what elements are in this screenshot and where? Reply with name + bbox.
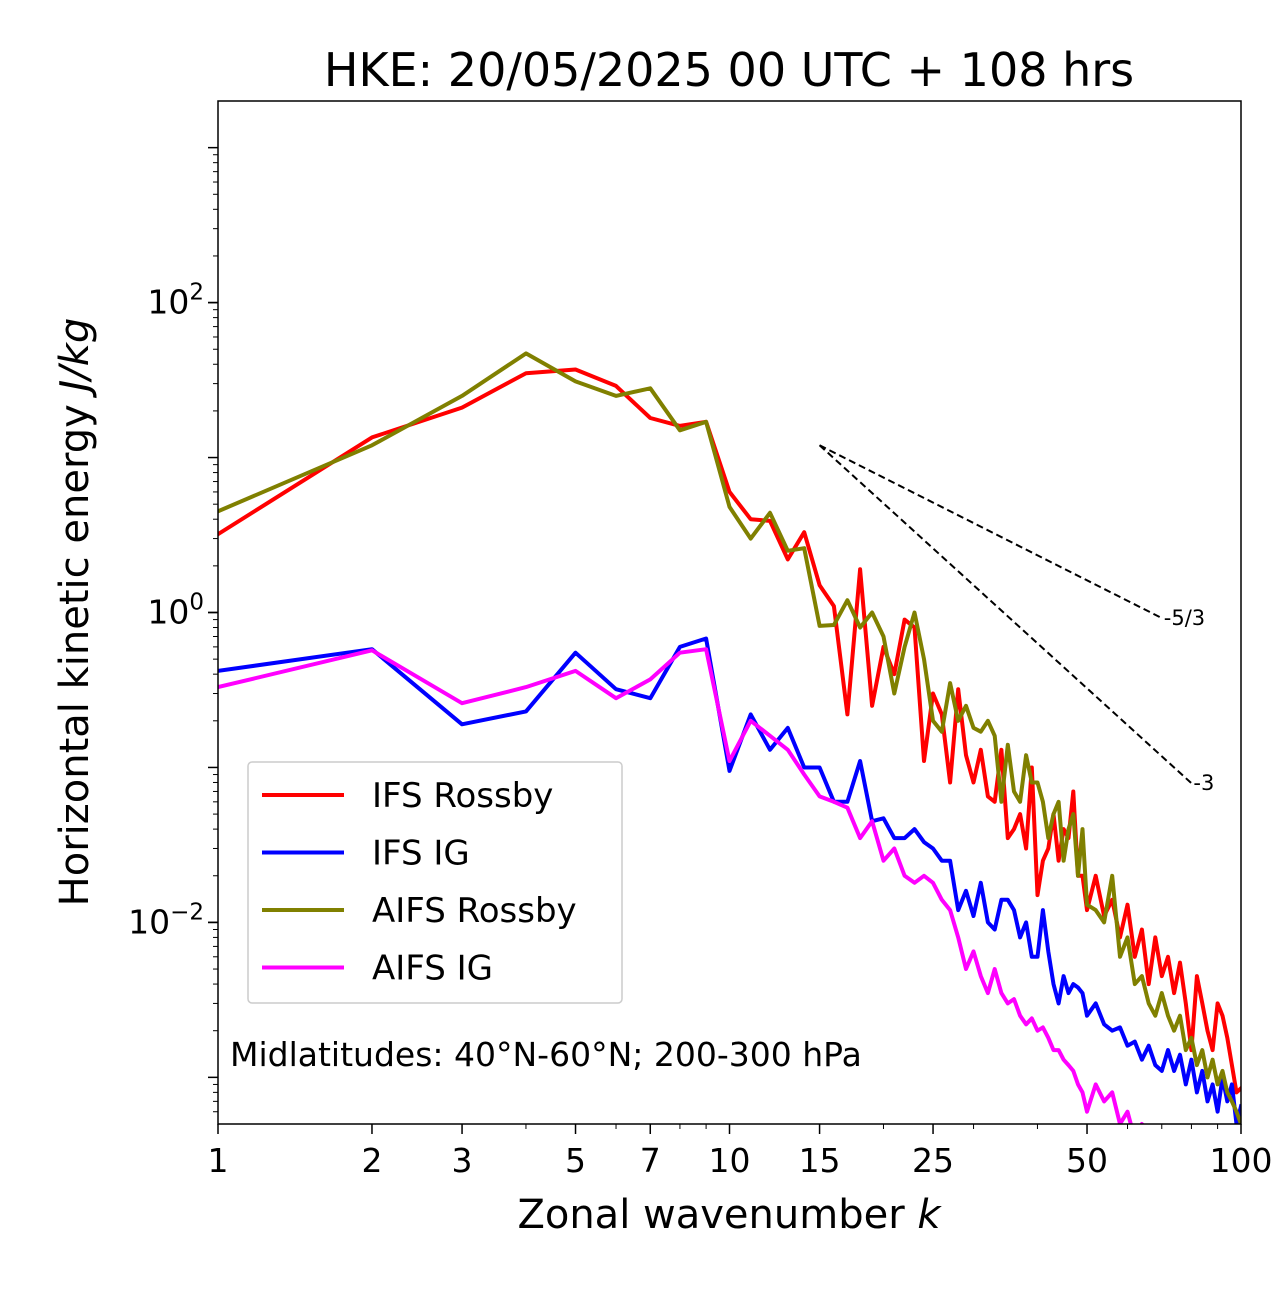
legend-items: IFS Rossby IFS IG AIFS Rossby AIFS IG bbox=[262, 776, 577, 989]
series-layer bbox=[218, 351, 1241, 1124]
x-tick-label: 7 bbox=[640, 1141, 661, 1180]
legend-label-ifs-rossby: IFS Rossby bbox=[372, 776, 553, 816]
legend-label-aifs-rossby: AIFS Rossby bbox=[372, 891, 577, 931]
x-tick-label: 15 bbox=[799, 1141, 841, 1180]
y-tick-label: 100 bbox=[147, 590, 204, 632]
legend-label-ifs-ig: IFS IG bbox=[372, 834, 470, 874]
series-line-ifs-ig bbox=[218, 636, 1241, 1124]
legend: IFS Rossby IFS IG AIFS Rossby AIFS IG bbox=[247, 761, 623, 1004]
y-tick-label: 10−2 bbox=[128, 899, 204, 941]
x-axis-label-var: k bbox=[917, 1192, 942, 1238]
series-line-aifs-ig bbox=[218, 647, 1145, 1124]
x-axis-ticks: 1 2 3 5 7 10 15 25 50 100 bbox=[208, 1124, 1273, 1180]
series-line-aifs-rossby bbox=[218, 351, 1241, 1124]
x-tick-label: 2 bbox=[361, 1141, 382, 1180]
x-tick-label: 50 bbox=[1066, 1141, 1108, 1180]
y-tick-label: 102 bbox=[147, 280, 204, 322]
reference-label--3: -3 bbox=[1193, 771, 1214, 795]
y-axis-ticks: 102 100 10−2 bbox=[128, 146, 218, 1113]
reference-slopes: -5/3 -3 bbox=[818, 444, 1214, 795]
y-axis-label-text: Horizontal kinetic energy bbox=[52, 404, 98, 906]
x-tick-label: 25 bbox=[912, 1141, 954, 1180]
y-axis-label-unit: J/kg bbox=[52, 318, 98, 399]
y-axis-label: Horizontal kinetic energy J/kg bbox=[52, 318, 98, 907]
region-annotation: Midlatitudes: 40°N-60°N; 200-300 hPa bbox=[230, 1035, 862, 1074]
x-axis-label-text: Zonal wavenumber bbox=[517, 1192, 905, 1238]
legend-box bbox=[247, 761, 623, 1004]
reference-line--5-3 bbox=[819, 444, 1163, 619]
x-tick-label: 3 bbox=[452, 1141, 473, 1180]
x-tick-label: 5 bbox=[565, 1141, 586, 1180]
x-tick-label: 10 bbox=[709, 1141, 751, 1180]
reference-line--3 bbox=[818, 444, 1193, 784]
x-tick-label: 1 bbox=[208, 1141, 229, 1180]
x-tick-label: 100 bbox=[1210, 1141, 1273, 1180]
chart-title: HKE: 20/05/2025 00 UTC + 108 hrs bbox=[324, 43, 1134, 97]
legend-label-aifs-ig: AIFS IG bbox=[372, 949, 493, 989]
reference-label--5-3: -5/3 bbox=[1164, 606, 1205, 630]
x-axis-label: Zonal wavenumber k bbox=[517, 1192, 942, 1238]
